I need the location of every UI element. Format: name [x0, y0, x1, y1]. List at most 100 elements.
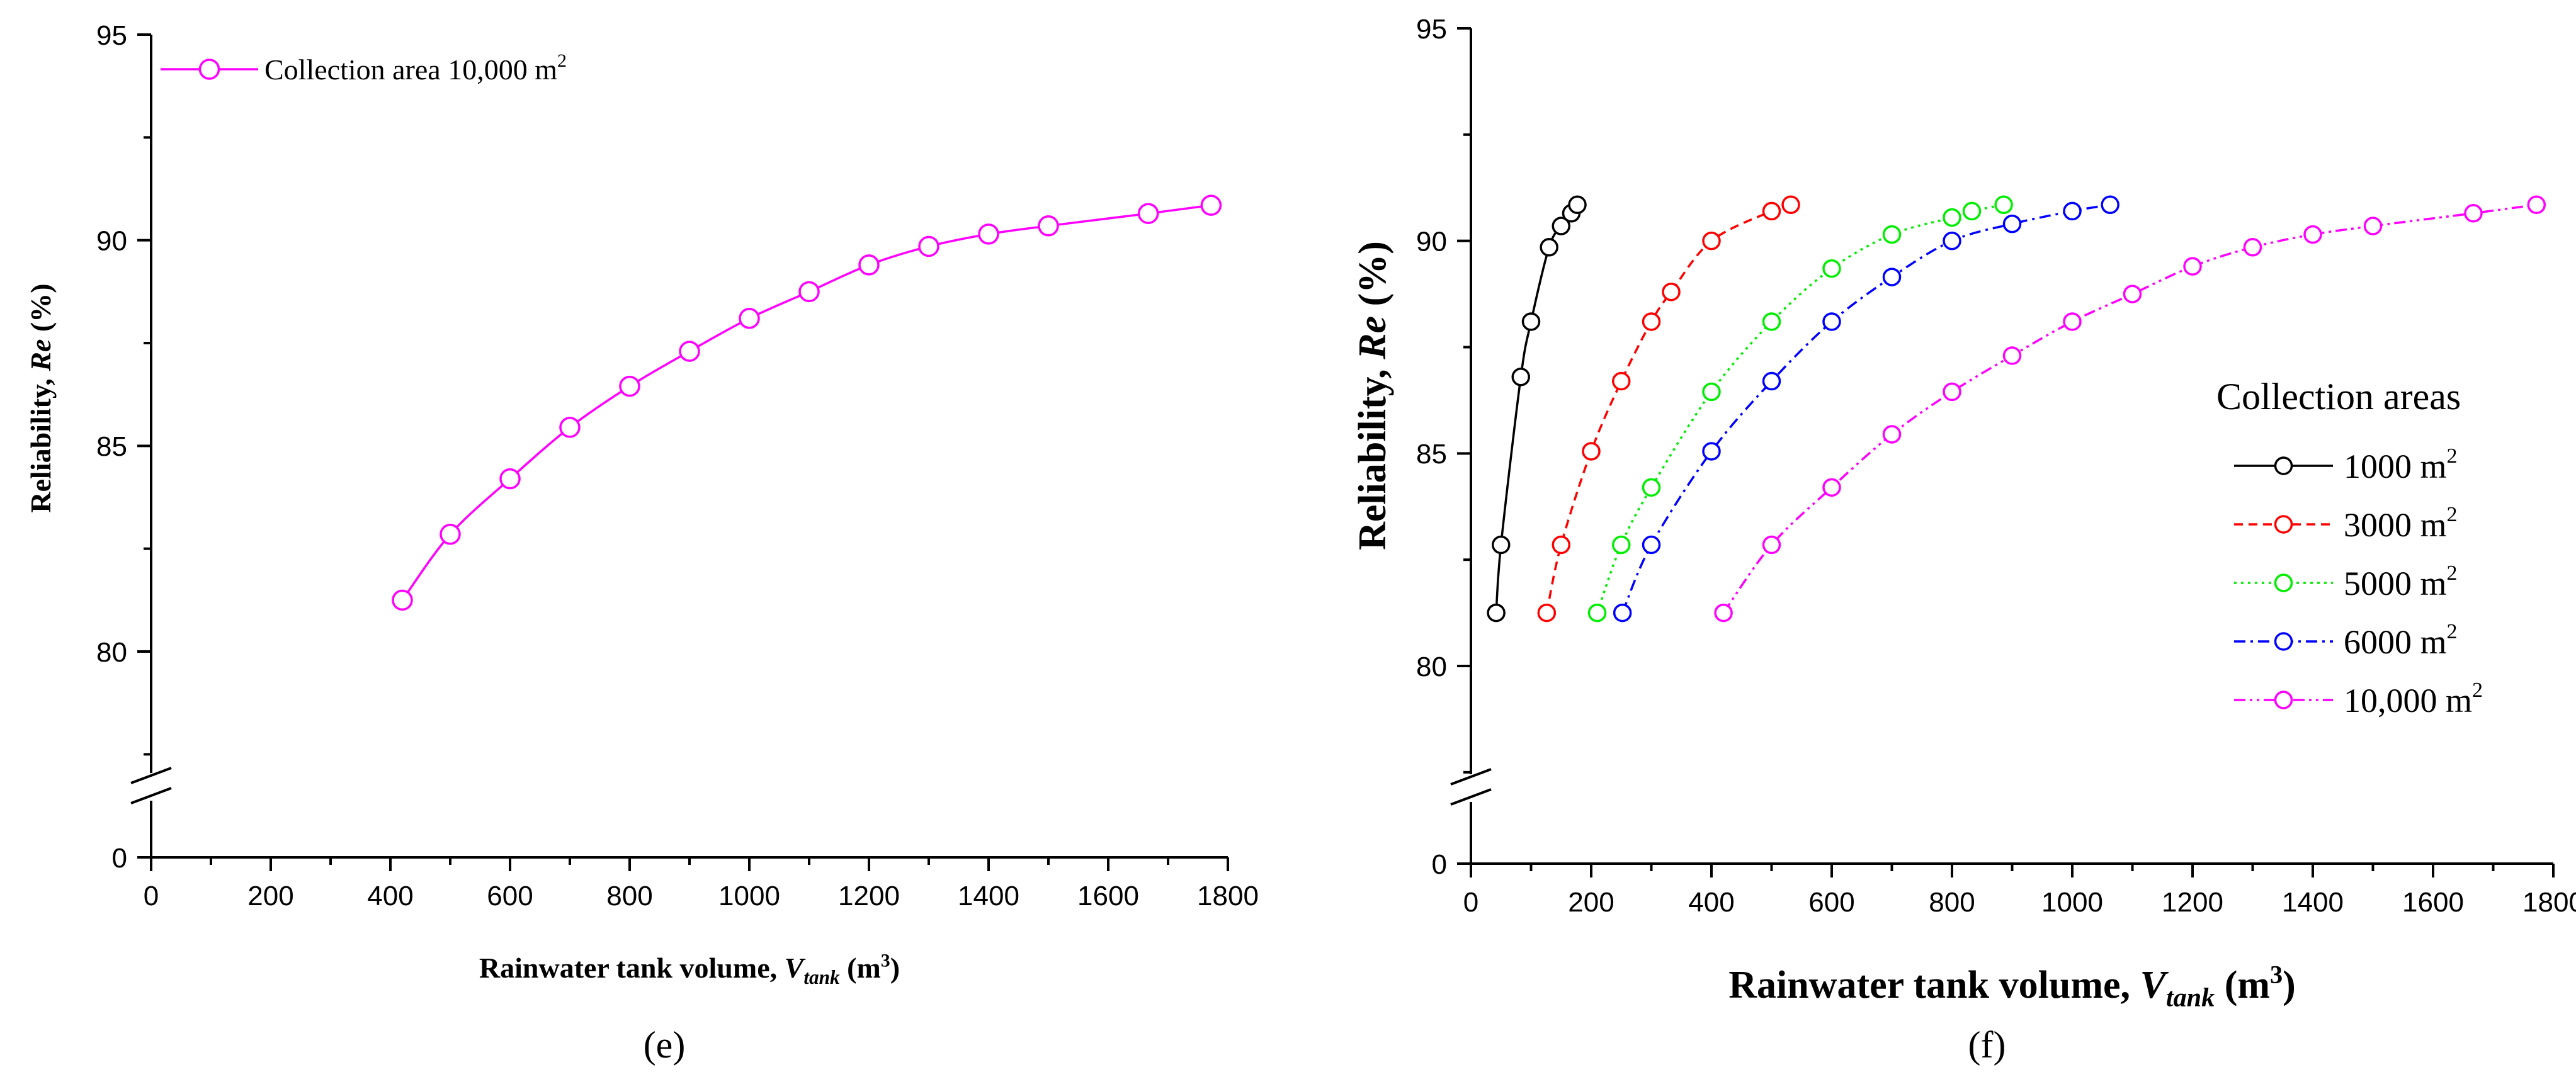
- data-point: [2527, 195, 2546, 215]
- data-point: [1822, 259, 1841, 278]
- x-tick-label: 1200: [838, 881, 900, 911]
- y-axis-title-unit: (%): [1351, 241, 1394, 316]
- x-tick-label: 600: [1808, 887, 1854, 918]
- data-point: [1521, 312, 1541, 331]
- y-axis-break-mark: [130, 787, 172, 804]
- data-point: [1587, 603, 1607, 623]
- legend-entry-superscript: 2: [2447, 561, 2458, 585]
- data-point: [1137, 203, 1159, 224]
- y-tick-label: 90: [96, 226, 127, 257]
- x-axis-title-unit-superscript: 3: [881, 951, 890, 971]
- data-point: [1822, 478, 1841, 497]
- legend-marker: [2274, 456, 2293, 475]
- legend-entry-label: 3000 m2: [2344, 503, 2458, 544]
- data-point: [1540, 238, 1558, 257]
- data-point: [1882, 225, 1902, 244]
- data-point: [2303, 225, 2322, 244]
- data-point: [559, 417, 581, 438]
- data-point: [1762, 201, 1781, 221]
- x-tick-label: 1800: [2522, 887, 2576, 918]
- x-tick-label: 1400: [958, 881, 1019, 911]
- legend-entry-text: 5000 m: [2344, 565, 2447, 602]
- data-point: [1642, 478, 1661, 497]
- x-tick-label: 1400: [2282, 887, 2344, 918]
- x-tick-label: 800: [606, 881, 652, 911]
- data-point: [1943, 208, 1961, 227]
- data-point: [1822, 312, 1841, 331]
- data-point: [1714, 603, 1733, 623]
- y-tick-label: 95: [1416, 14, 1447, 45]
- panel-label: (e): [644, 1024, 686, 1066]
- y-axis-title-text: Reliability,: [1351, 359, 1394, 550]
- y-axis-title: Reliability, Re (%): [1351, 241, 1394, 550]
- legend-entry-superscript: 2: [2447, 503, 2458, 526]
- x-axis-title-unit: (m: [840, 952, 881, 984]
- x-tick-label: 1200: [2162, 887, 2223, 918]
- data-point: [2063, 201, 2082, 221]
- x-axis-title-subscript: tank: [803, 966, 840, 988]
- data-point: [1762, 371, 1781, 391]
- x-tick-label: 1000: [2041, 887, 2103, 918]
- y-axis-title-unit: (%): [25, 283, 57, 339]
- data-point: [619, 375, 640, 397]
- data-point: [1943, 382, 1961, 402]
- chart-panel-e: 0 200 400 600 800 1000 1200 1400 1600 1800 80 85 90 9…: [25, 20, 1259, 1066]
- data-point: [1552, 217, 1570, 235]
- data-point: [2464, 204, 2483, 223]
- x-axis-title-unit-superscript: 3: [2270, 960, 2283, 988]
- legend-marker: [198, 59, 220, 80]
- data-point: [1702, 442, 1721, 461]
- data-point: [1038, 215, 1059, 237]
- legend-entry-superscript: 2: [557, 50, 567, 71]
- x-axis-title-variable: V: [785, 952, 806, 984]
- data-point: [679, 341, 700, 362]
- data-point: [1882, 425, 1902, 444]
- data-point: [1612, 535, 1631, 555]
- x-tick-label: 200: [247, 881, 293, 911]
- y-tick-label: 80: [1416, 652, 1447, 682]
- x-tick-label: 0: [144, 881, 159, 911]
- data-point: [1200, 195, 1222, 216]
- legend-entry-superscript: 2: [2472, 679, 2483, 702]
- legend-marker: [2274, 515, 2293, 534]
- data-point: [2123, 285, 2142, 303]
- y-axis-break-mark: [130, 767, 172, 784]
- x-axis-title: Rainwater tank volume, Vtank (m3): [1728, 960, 2296, 1012]
- series-group-3: [1613, 195, 2119, 623]
- y-tick-label: 85: [96, 431, 127, 462]
- data-point: [1702, 231, 1721, 251]
- data-point: [1568, 195, 1587, 215]
- x-tick-label: 600: [487, 881, 533, 911]
- x-axis-title-variable: V: [2140, 964, 2169, 1007]
- legend-entry-text: 6000 m: [2344, 623, 2447, 661]
- data-point: [1552, 535, 1570, 555]
- data-point: [2002, 214, 2022, 234]
- series-group-1: [1537, 195, 1800, 623]
- legend-marker: [2274, 573, 2293, 592]
- legend-entry-label: Collection area 10,000 m2: [264, 50, 567, 86]
- x-axis-title-text: Rainwater tank volume,: [1728, 964, 2140, 1007]
- x-tick-label: 200: [1568, 887, 1614, 918]
- data-point: [440, 524, 461, 545]
- data-point: [1511, 368, 1531, 387]
- data-point: [2002, 346, 2022, 365]
- chart-panel-f: 0 200 400 600 800 1000 1200 1400 1600 1800 80 85 90 9…: [1351, 14, 2576, 1066]
- data-point: [1642, 535, 1661, 555]
- data-point: [978, 223, 999, 245]
- y-tick-label-zero: 0: [1432, 849, 1447, 880]
- x-axis-title-unit: (m: [2215, 964, 2270, 1007]
- data-point: [2183, 257, 2202, 276]
- x-axis-title-unit-close: ): [890, 952, 900, 984]
- data-point: [1537, 603, 1557, 623]
- x-tick-label: 1600: [2402, 887, 2464, 918]
- legend-entry-text: 10,000 m: [2344, 682, 2472, 719]
- data-point: [1762, 312, 1781, 331]
- y-axis-title-variable: Re: [25, 339, 57, 372]
- y-tick-label: 85: [1416, 439, 1447, 470]
- y-tick-label: 80: [96, 637, 127, 668]
- data-point: [1613, 603, 1632, 623]
- legend-entry-superscript: 2: [2447, 620, 2458, 643]
